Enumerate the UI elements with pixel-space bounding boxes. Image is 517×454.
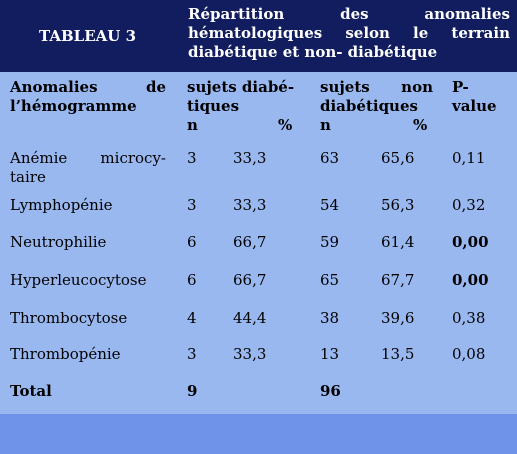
total-label: Total	[10, 382, 52, 400]
row-thrombopenie-diabetic-pct: 33,3	[233, 345, 267, 363]
row-thrombocytose-label: Thrombocytose	[10, 309, 128, 327]
total-nondiabetic-n: 96	[320, 382, 341, 400]
row-thrombopenie-label: Thrombopénie	[10, 345, 121, 363]
row-thrombocytose-diabetic-pct: 44,4	[233, 309, 267, 327]
row-thrombopenie-diabetic-n: 3	[187, 345, 197, 363]
row-neutrophilie-nondiabetic-pct: 61,4	[381, 233, 415, 251]
row-neutrophilie-diabetic-n: 6	[187, 233, 197, 251]
total-diabetic-n: 9	[187, 382, 198, 400]
row-hyperleucocytose-label: Hyperleucocytose	[10, 271, 147, 289]
row-anemie-label-line1: Anémie microcy-	[10, 149, 166, 167]
row-anemie-diabetic-n: 3	[187, 149, 197, 167]
row-anemie-diabetic-pct: 33,3	[233, 149, 267, 167]
row-hyperleucocytose-pvalue: 0,00	[452, 271, 489, 289]
row-lymphopenie-nondiabetic-pct: 56,3	[381, 196, 415, 214]
row-thrombopenie-pvalue: 0,08	[452, 345, 486, 363]
col-header-diabetic-n: n	[187, 116, 198, 134]
row-lymphopenie-diabetic-n: 3	[187, 196, 197, 214]
row-anemie-pvalue: 0,11	[452, 149, 486, 167]
col-header-nondiabetic-line2: diabétiques	[320, 97, 418, 115]
row-thrombocytose-nondiabetic-n: 38	[320, 309, 340, 327]
row-hyperleucocytose-nondiabetic-n: 65	[320, 271, 340, 289]
row-lymphopenie-diabetic-pct: 33,3	[233, 196, 267, 214]
col-header-pvalue-line1: P-	[452, 78, 469, 96]
col-header-diabetic-line1: sujets diabé-	[187, 78, 295, 96]
col-header-nondiabetic-line1: sujets non	[320, 78, 433, 96]
col-header-diabetic-line2: tiques	[187, 97, 240, 115]
row-neutrophilie-pvalue: 0,00	[452, 233, 489, 251]
col-header-anomalies-line2: l’hémogramme	[10, 97, 137, 115]
row-thrombopenie-nondiabetic-pct: 13,5	[381, 345, 415, 363]
col-header-nondiabetic-n: n	[320, 116, 331, 134]
row-thrombocytose-nondiabetic-pct: 39,6	[381, 309, 415, 327]
row-neutrophilie-nondiabetic-n: 59	[320, 233, 340, 251]
row-thrombopenie-nondiabetic-n: 13	[320, 345, 340, 363]
col-header-nondiabetic-pct: %	[413, 116, 428, 134]
row-thrombocytose-pvalue: 0,38	[452, 309, 486, 327]
col-header-diabetic-pct: %	[278, 116, 293, 134]
row-thrombocytose-diabetic-n: 4	[187, 309, 197, 327]
col-header-pvalue-line2: value	[452, 97, 497, 115]
row-lymphopenie-pvalue: 0,32	[452, 196, 486, 214]
row-lymphopenie-nondiabetic-n: 54	[320, 196, 340, 214]
table-number-label: TABLEAU 3	[38, 27, 137, 45]
table-body	[0, 72, 517, 414]
row-hyperleucocytose-nondiabetic-pct: 67,7	[381, 271, 415, 289]
row-hyperleucocytose-diabetic-pct: 66,7	[233, 271, 267, 289]
table-title: Répartition des anomalies hématologiques…	[188, 5, 510, 61]
table-header-band: TABLEAU 3 Répartition des anomalies héma…	[0, 0, 517, 72]
row-hyperleucocytose-diabetic-n: 6	[187, 271, 197, 289]
row-anemie-nondiabetic-n: 63	[320, 149, 340, 167]
table-footer-band	[0, 414, 517, 454]
row-lymphopenie-label: Lymphopénie	[10, 196, 113, 214]
row-neutrophilie-label: Neutrophilie	[10, 233, 107, 251]
row-anemie-nondiabetic-pct: 65,6	[381, 149, 415, 167]
row-anemie-label-line2: taire	[10, 168, 46, 186]
col-header-anomalies-line1: Anomalies de	[10, 78, 166, 96]
row-neutrophilie-diabetic-pct: 66,7	[233, 233, 267, 251]
